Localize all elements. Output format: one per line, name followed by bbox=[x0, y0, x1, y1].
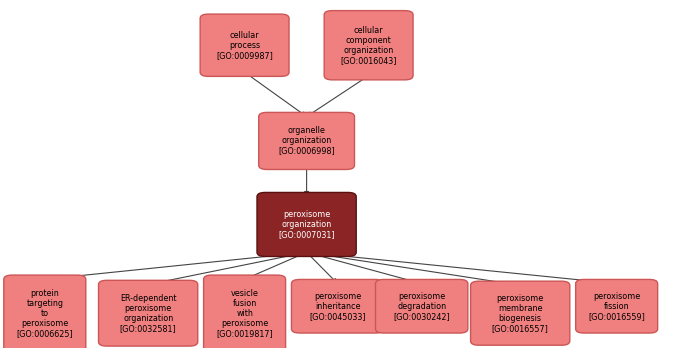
FancyBboxPatch shape bbox=[99, 280, 198, 346]
FancyBboxPatch shape bbox=[204, 275, 285, 348]
Text: ER-dependent
peroxisome
organization
[GO:0032581]: ER-dependent peroxisome organization [GO… bbox=[120, 294, 176, 333]
Text: peroxisome
degradation
[GO:0030242]: peroxisome degradation [GO:0030242] bbox=[393, 292, 450, 321]
Text: cellular
process
[GO:0009987]: cellular process [GO:0009987] bbox=[216, 31, 273, 60]
Text: organelle
organization
[GO:0006998]: organelle organization [GO:0006998] bbox=[278, 126, 335, 156]
FancyBboxPatch shape bbox=[325, 11, 413, 80]
Text: cellular
component
organization
[GO:0016043]: cellular component organization [GO:0016… bbox=[340, 26, 397, 65]
FancyBboxPatch shape bbox=[4, 275, 85, 348]
Text: protein
targeting
to
peroxisome
[GO:0006625]: protein targeting to peroxisome [GO:0006… bbox=[17, 288, 73, 338]
FancyBboxPatch shape bbox=[200, 14, 289, 77]
FancyBboxPatch shape bbox=[291, 279, 384, 333]
FancyBboxPatch shape bbox=[471, 281, 570, 345]
Text: peroxisome
membrane
biogenesis
[GO:0016557]: peroxisome membrane biogenesis [GO:00165… bbox=[492, 294, 548, 333]
Text: peroxisome
organization
[GO:0007031]: peroxisome organization [GO:0007031] bbox=[278, 210, 335, 239]
FancyBboxPatch shape bbox=[576, 279, 657, 333]
FancyBboxPatch shape bbox=[259, 112, 354, 169]
Text: peroxisome
inheritance
[GO:0045033]: peroxisome inheritance [GO:0045033] bbox=[309, 292, 366, 321]
FancyBboxPatch shape bbox=[376, 279, 468, 333]
FancyBboxPatch shape bbox=[257, 192, 356, 256]
Text: peroxisome
fission
[GO:0016559]: peroxisome fission [GO:0016559] bbox=[588, 292, 645, 321]
Text: vesicle
fusion
with
peroxisome
[GO:0019817]: vesicle fusion with peroxisome [GO:00198… bbox=[216, 288, 273, 338]
